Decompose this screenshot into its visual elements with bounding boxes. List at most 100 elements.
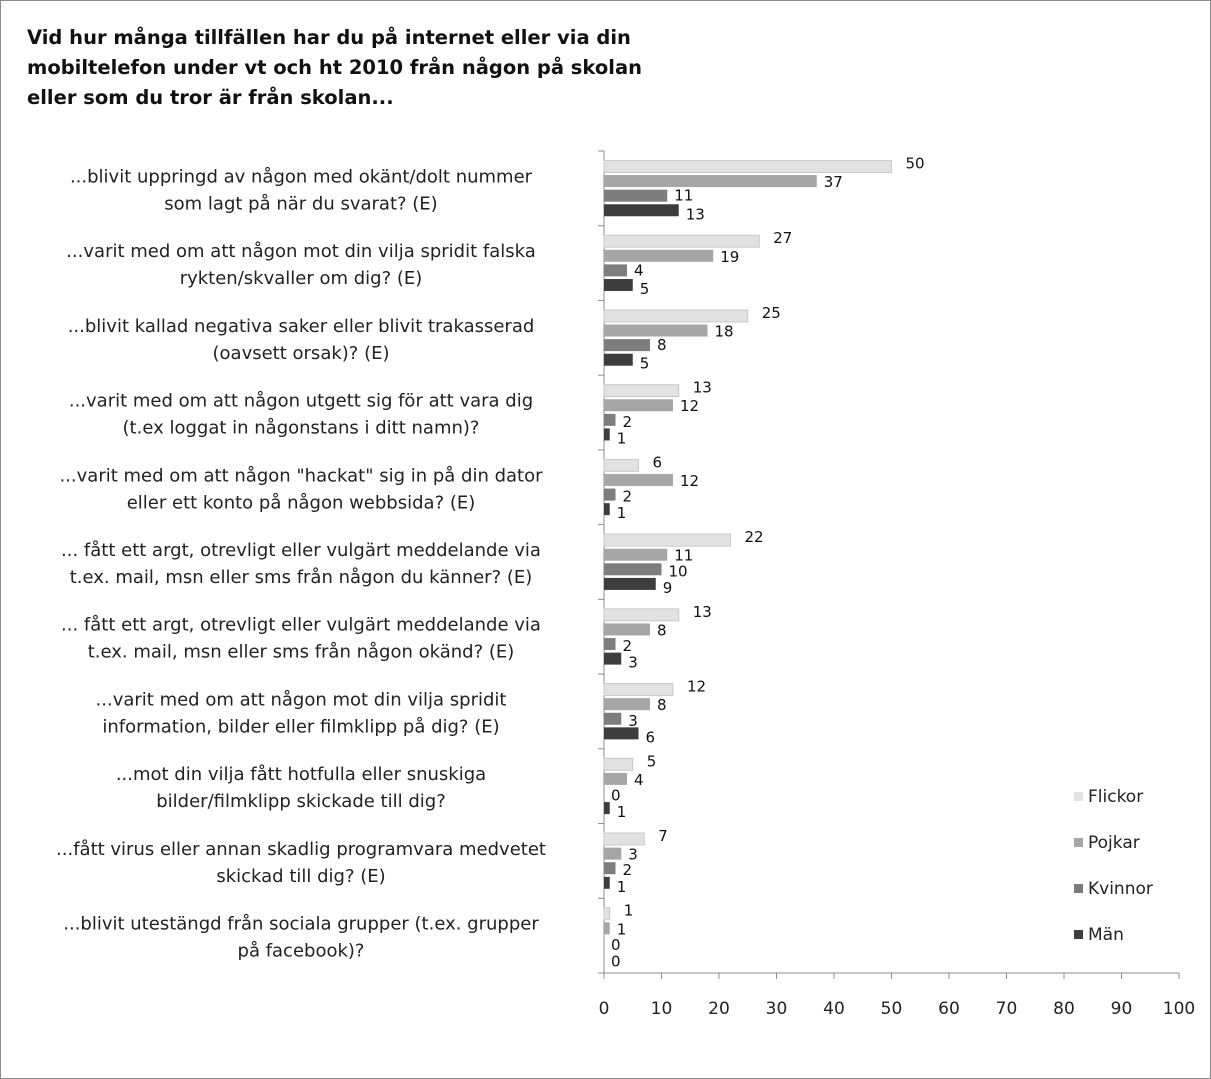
category-label: ...varit med om att någon mot din vilja … bbox=[96, 689, 507, 710]
category-label: ...fått virus eller annan skadlig progra… bbox=[56, 839, 546, 860]
x-tick-label: 80 bbox=[1053, 999, 1075, 1019]
category-label: ...varit med om att någon utgett sig för… bbox=[69, 391, 533, 412]
value-label: 11 bbox=[674, 187, 693, 205]
bar-kvinnor bbox=[604, 712, 622, 725]
bar-män bbox=[604, 727, 639, 740]
bar-kvinnor bbox=[604, 413, 616, 426]
value-label: 12 bbox=[687, 678, 706, 696]
category-label: information, bilder eller filmklipp på d… bbox=[102, 716, 499, 737]
bar-pojkar bbox=[604, 772, 627, 785]
x-tick-label: 40 bbox=[823, 999, 845, 1019]
bar-pojkar bbox=[604, 548, 668, 561]
x-tick-label: 70 bbox=[996, 999, 1018, 1019]
value-label: 5 bbox=[647, 752, 657, 770]
bar-kvinnor bbox=[604, 189, 668, 202]
value-label: 8 bbox=[657, 696, 667, 714]
category-label: ...blivit utestängd från sociala grupper… bbox=[63, 914, 539, 935]
x-tick-label: 50 bbox=[881, 999, 903, 1019]
bar-män bbox=[604, 503, 610, 516]
bar-kvinnor bbox=[604, 862, 616, 875]
category-label: ...varit med om att någon mot din vilja … bbox=[66, 241, 536, 262]
category-label: ... fått ett argt, otrevligt eller vulgä… bbox=[61, 540, 541, 561]
chart-title-line: mobiltelefon under vt och ht 2010 från n… bbox=[27, 56, 642, 79]
bar-män bbox=[604, 353, 633, 366]
bar-pojkar bbox=[604, 847, 622, 860]
bar-flickor bbox=[603, 608, 680, 622]
value-label: 1 bbox=[617, 803, 627, 821]
value-label: 8 bbox=[657, 336, 667, 354]
value-label: 5 bbox=[640, 280, 650, 298]
bar-pojkar bbox=[604, 698, 650, 711]
category-label: på facebook)? bbox=[238, 941, 365, 962]
bar-flickor bbox=[603, 533, 731, 547]
category-label: ...blivit uppringd av någon med okänt/do… bbox=[70, 166, 533, 187]
value-label: 4 bbox=[634, 261, 644, 279]
value-label: 3 bbox=[628, 712, 638, 730]
value-label: 0 bbox=[611, 953, 621, 971]
bar-män bbox=[604, 428, 610, 441]
value-label: 1 bbox=[617, 920, 627, 938]
category-label: ... fått ett argt, otrevligt eller vulgä… bbox=[61, 615, 541, 636]
chart-title-line: eller som du tror är från skolan... bbox=[27, 86, 394, 109]
value-label: 1 bbox=[617, 878, 627, 896]
x-tick-label: 90 bbox=[1111, 999, 1133, 1019]
bar-flickor bbox=[603, 757, 634, 771]
category-label: rykten/skvaller om dig? (E) bbox=[180, 268, 423, 289]
category-label: skickad till dig? (E) bbox=[216, 866, 385, 887]
bar-flickor bbox=[603, 384, 680, 398]
bar-flickor bbox=[603, 159, 892, 173]
bar-män bbox=[604, 278, 633, 291]
value-label: 50 bbox=[906, 154, 925, 172]
value-label: 6 bbox=[653, 453, 663, 471]
category-label: eller ett konto på någon webbsida? (E) bbox=[127, 492, 476, 513]
value-label: 2 bbox=[623, 861, 633, 879]
bar-flickor bbox=[603, 458, 639, 472]
bar-pojkar bbox=[604, 249, 714, 262]
value-label: 12 bbox=[680, 397, 699, 415]
value-label: 3 bbox=[628, 846, 638, 864]
value-label: 12 bbox=[680, 472, 699, 490]
x-tick-label: 30 bbox=[766, 999, 788, 1019]
x-tick-label: 100 bbox=[1163, 999, 1195, 1019]
category-label: ...blivit kallad negativa saker eller bl… bbox=[68, 316, 535, 337]
legend-label: Män bbox=[1088, 925, 1124, 945]
value-label: 0 bbox=[611, 936, 621, 954]
legend-swatch-kvinnor bbox=[1074, 884, 1083, 893]
x-tick-label: 10 bbox=[651, 999, 673, 1019]
bar-män bbox=[604, 876, 610, 889]
bar-pojkar bbox=[604, 399, 673, 412]
value-label: 11 bbox=[674, 547, 693, 565]
value-label: 3 bbox=[628, 654, 638, 672]
bar-pojkar bbox=[604, 623, 650, 636]
chart-title: Vid hur många tillfällen har du på inter… bbox=[27, 23, 727, 113]
x-tick-label: 20 bbox=[708, 999, 730, 1019]
bar-kvinnor bbox=[604, 339, 650, 352]
category-label: t.ex. mail, msn eller sms från någon okä… bbox=[88, 642, 515, 663]
value-label: 19 bbox=[720, 248, 739, 266]
category-label: (t.ex loggat in någonstans i ditt namn)? bbox=[123, 418, 480, 439]
bar-flickor bbox=[603, 832, 645, 846]
value-label: 0 bbox=[611, 786, 621, 804]
bar-pojkar bbox=[604, 473, 673, 486]
legend-label: Pojkar bbox=[1088, 833, 1140, 853]
value-label: 1 bbox=[624, 902, 634, 920]
legend-swatch-pojkar bbox=[1074, 838, 1083, 847]
bar-kvinnor bbox=[604, 488, 616, 501]
value-label: 7 bbox=[658, 827, 668, 845]
value-label: 2 bbox=[623, 413, 633, 431]
category-label: (oavsett orsak)? (E) bbox=[213, 343, 390, 364]
legend-swatch-flickor bbox=[1074, 792, 1083, 801]
value-label: 37 bbox=[824, 173, 843, 191]
value-label: 13 bbox=[686, 205, 705, 223]
value-label: 1 bbox=[617, 504, 627, 522]
bar-flickor bbox=[603, 683, 674, 697]
value-label: 5 bbox=[640, 355, 650, 373]
value-label: 13 bbox=[693, 379, 712, 397]
category-label: som lagt på när du svarat? (E) bbox=[164, 193, 437, 214]
bar-pojkar bbox=[604, 324, 708, 337]
legend-label: Kvinnor bbox=[1088, 879, 1153, 899]
category-label: ...mot din vilja fått hotfulla eller snu… bbox=[116, 764, 486, 785]
value-label: 22 bbox=[745, 528, 764, 546]
